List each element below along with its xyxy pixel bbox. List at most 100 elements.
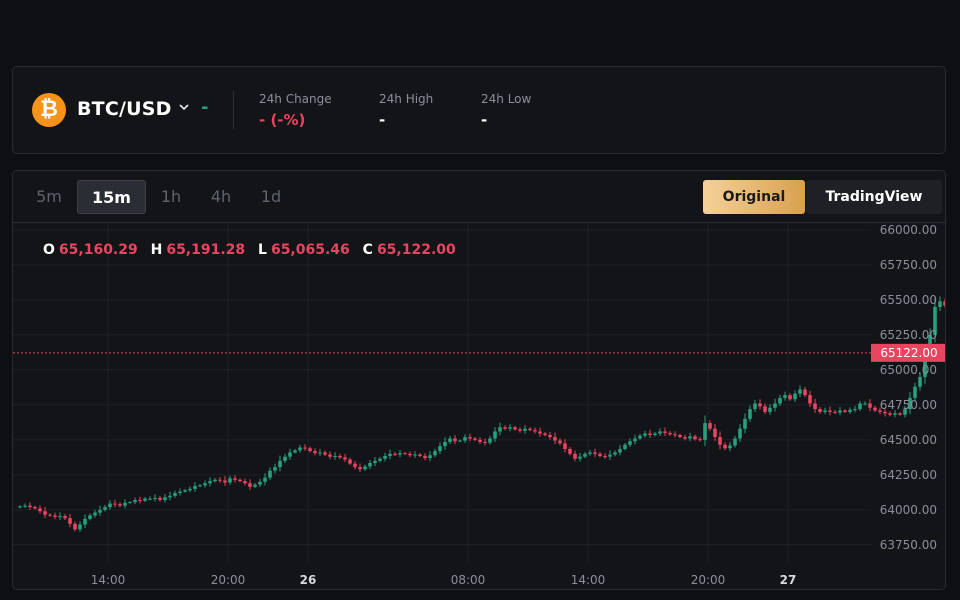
candle[interactable] [523,425,527,434]
candle[interactable] [573,450,577,462]
candle[interactable] [628,438,632,448]
candle[interactable] [613,450,617,457]
candle[interactable] [433,448,437,458]
candle[interactable] [278,455,282,472]
candle[interactable] [883,407,887,417]
candle[interactable] [258,478,262,487]
candle[interactable] [828,406,832,416]
candle[interactable] [558,438,562,446]
candle[interactable] [758,399,762,410]
candle[interactable] [623,442,627,451]
candle[interactable] [753,399,757,413]
candle[interactable] [483,438,487,446]
candle[interactable] [33,505,37,510]
candle[interactable] [188,486,192,493]
candle[interactable] [528,427,532,432]
candle[interactable] [148,496,152,501]
candle[interactable] [553,432,557,445]
tab-interval-5m[interactable]: 5m [36,187,62,206]
candle[interactable] [253,483,257,489]
candle[interactable] [98,505,102,516]
candle[interactable] [648,429,652,438]
candle[interactable] [438,442,442,455]
candle[interactable] [863,401,867,406]
candle[interactable] [208,477,212,487]
candle[interactable] [768,404,772,415]
candle[interactable] [793,390,797,402]
candle[interactable] [493,427,497,442]
candle[interactable] [728,441,732,452]
candle[interactable] [723,442,727,451]
candle[interactable] [593,448,597,457]
candle[interactable] [313,448,317,456]
candle[interactable] [908,392,912,414]
chevron-down-icon[interactable] [178,99,190,115]
candle[interactable] [453,434,457,445]
candle[interactable] [168,491,172,501]
tab-interval-1d[interactable]: 1d [260,187,282,206]
candle[interactable] [888,411,892,417]
candle[interactable] [698,436,702,442]
candle[interactable] [603,453,607,459]
candle[interactable] [588,449,592,456]
candle[interactable] [58,512,62,520]
candle[interactable] [273,463,277,474]
candle[interactable] [223,476,227,486]
candle[interactable] [113,499,117,508]
candle[interactable] [158,496,162,502]
candle[interactable] [783,391,787,401]
candle[interactable] [673,431,677,438]
candle[interactable] [858,400,862,412]
candle[interactable] [368,459,372,469]
candle[interactable] [503,425,507,431]
candle[interactable] [663,427,667,437]
candle[interactable] [763,403,767,415]
candle[interactable] [213,478,217,483]
candle[interactable] [53,512,57,520]
candle[interactable] [138,496,142,504]
candle[interactable] [348,457,352,466]
view-original-button[interactable]: Original [703,180,805,214]
candle[interactable] [108,500,112,510]
candle[interactable] [308,446,312,453]
candle[interactable] [423,453,427,461]
candle[interactable] [18,505,22,509]
candle[interactable] [283,453,287,464]
candle[interactable] [373,456,377,467]
candle[interactable] [163,494,167,503]
candle[interactable] [233,475,237,483]
tab-interval-1h[interactable]: 1h [160,187,182,206]
candle[interactable] [358,463,362,473]
candle[interactable] [48,513,52,517]
candle[interactable] [898,412,902,416]
candle[interactable] [533,427,537,434]
candle[interactable] [43,506,47,519]
candle[interactable] [298,444,302,453]
candle[interactable] [608,450,612,460]
candle[interactable] [658,428,662,437]
candle[interactable] [488,436,492,445]
view-tradingview-button[interactable]: TradingView [806,180,942,214]
candle[interactable] [93,509,97,518]
candle[interactable] [618,445,622,456]
candle[interactable] [343,454,347,463]
candle[interactable] [303,444,307,451]
candle[interactable] [428,451,432,462]
candle[interactable] [798,385,802,398]
candle[interactable] [68,514,72,528]
candle[interactable] [848,407,852,414]
candle[interactable] [23,503,27,509]
candle[interactable] [833,410,837,415]
candle[interactable] [598,451,602,458]
candle[interactable] [403,452,407,455]
candle[interactable] [63,513,67,520]
candle[interactable] [843,409,847,413]
candle[interactable] [183,489,187,493]
candle[interactable] [788,393,792,401]
candle[interactable] [73,521,77,532]
candle[interactable] [408,451,412,458]
candle[interactable] [203,480,207,488]
candle[interactable] [748,405,752,422]
candle[interactable] [638,433,642,440]
candle[interactable] [293,449,297,454]
